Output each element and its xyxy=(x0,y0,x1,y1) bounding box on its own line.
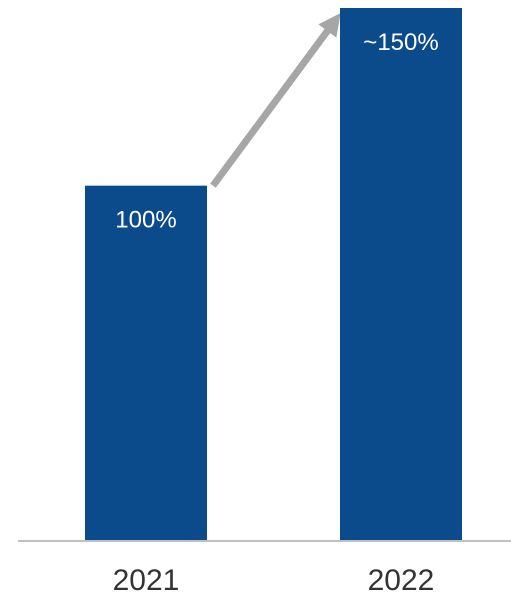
bars-layer xyxy=(85,8,462,541)
x-tick-label-2021: 2021 xyxy=(113,564,180,597)
bar-2021 xyxy=(85,185,207,541)
data-label-2022: ~150% xyxy=(363,29,438,56)
bar-2022 xyxy=(340,8,462,541)
growth-arrow-layer xyxy=(210,12,341,188)
labels-layer: 100% ~150% xyxy=(115,29,438,234)
x-tick-labels: 2021 2022 xyxy=(113,564,435,597)
growth-arrow xyxy=(210,12,341,188)
x-tick-label-2022: 2022 xyxy=(368,564,435,597)
data-label-2021: 100% xyxy=(115,207,176,234)
